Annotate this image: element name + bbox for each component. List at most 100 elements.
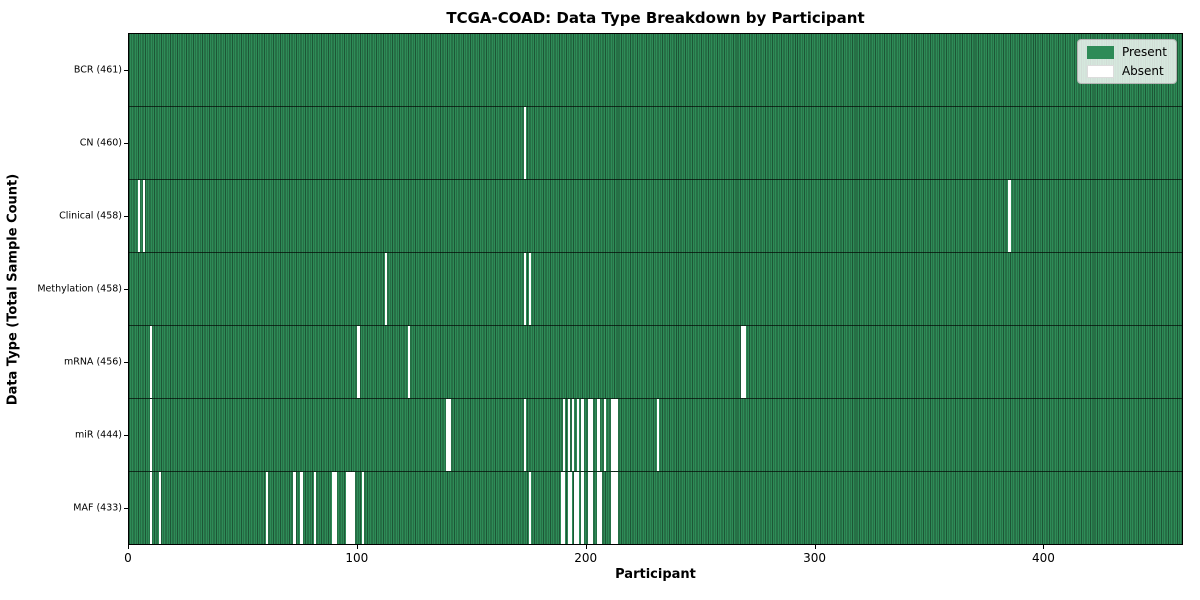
absent-stripe xyxy=(142,180,145,252)
absent-stripe xyxy=(407,326,410,398)
heatmap-row-mir xyxy=(129,399,1182,472)
absent-stripe xyxy=(528,253,531,325)
absent-stripe xyxy=(138,180,141,252)
xtick-label: 300 xyxy=(803,551,826,565)
absent-stripe xyxy=(615,399,618,471)
heatmap-row-maf xyxy=(129,472,1182,544)
legend: Present Absent xyxy=(1076,39,1177,84)
absent-stripe xyxy=(610,472,614,544)
ytick-mark xyxy=(124,69,128,71)
absent-stripe xyxy=(1008,180,1011,252)
absent-stripe xyxy=(149,326,152,398)
absent-stripe xyxy=(576,399,579,471)
ytick-label-mrna: mRNA (456) xyxy=(63,356,122,368)
absent-stripe xyxy=(590,399,593,471)
heatmap-row-cn xyxy=(129,107,1182,180)
ytick-mark xyxy=(124,362,128,364)
ytick-label-clinical: Clinical (458) xyxy=(59,210,122,222)
legend-item-absent: Absent xyxy=(1086,64,1167,78)
xtick-label: 100 xyxy=(345,551,369,565)
legend-absent-label: Absent xyxy=(1121,64,1164,78)
absent-stripe xyxy=(597,399,600,471)
absent-stripe xyxy=(384,253,388,325)
xtick-mark xyxy=(585,545,587,549)
xtick-mark xyxy=(1043,545,1045,549)
absent-stripe xyxy=(615,472,618,544)
plot-area: Present Absent xyxy=(128,33,1183,545)
xtick-mark xyxy=(128,545,129,549)
chart-title: TCGA-COAD: Data Type Breakdown by Partic… xyxy=(446,9,865,27)
absent-stripe xyxy=(345,472,349,544)
absent-stripe xyxy=(588,399,591,471)
absent-stripe xyxy=(599,472,602,544)
absent-stripe xyxy=(149,472,152,544)
ytick-label-cn: CN (460) xyxy=(79,137,122,149)
absent-stripe xyxy=(348,472,351,544)
absent-stripe xyxy=(588,472,591,544)
absent-stripe xyxy=(569,472,573,544)
absent-stripe xyxy=(562,399,566,471)
absent-stripe xyxy=(524,253,527,325)
legend-present-label: Present xyxy=(1121,45,1167,59)
absent-stripe xyxy=(656,399,659,471)
absent-stripe xyxy=(446,399,449,471)
xtick-label: 0 xyxy=(124,551,132,565)
heatmap-row-clinical xyxy=(129,180,1182,253)
ytick-mark xyxy=(124,289,128,290)
absent-stripe xyxy=(448,399,452,471)
absent-stripe xyxy=(743,326,746,398)
absent-stripe xyxy=(314,472,317,544)
absent-stripe xyxy=(524,399,527,471)
absent-stripe xyxy=(332,472,335,544)
absent-stripe xyxy=(350,472,353,544)
ytick-mark xyxy=(124,508,128,510)
legend-item-present: Present xyxy=(1086,45,1167,59)
absent-stripe xyxy=(149,399,152,471)
heatmap-row-mrna xyxy=(129,326,1182,399)
absent-stripe xyxy=(352,472,356,544)
absent-stripe xyxy=(581,472,584,544)
ytick-mark xyxy=(124,435,128,437)
xtick-label: 200 xyxy=(574,551,598,565)
absent-stripe xyxy=(361,472,365,544)
present-swatch-icon xyxy=(1086,45,1114,59)
absent-stripe xyxy=(590,472,593,544)
ytick-mark xyxy=(124,215,128,217)
absent-stripe xyxy=(741,326,744,398)
absent-stripe xyxy=(597,472,600,544)
heatmap-row-bcr xyxy=(129,34,1182,107)
ytick-mark xyxy=(124,142,128,144)
absent-stripe xyxy=(357,326,360,398)
absent-swatch-icon xyxy=(1086,64,1114,78)
heatmap-row-methylation xyxy=(129,253,1182,326)
absent-stripe xyxy=(528,472,531,544)
absent-stripe xyxy=(293,472,296,544)
absent-stripe xyxy=(562,472,566,544)
y-axis-label: Data Type (Total Sample Count) xyxy=(5,173,21,406)
ytick-label-maf: MAF (433) xyxy=(73,502,122,514)
absent-stripe xyxy=(613,399,616,471)
ytick-label-bcr: BCR (461) xyxy=(73,64,122,76)
absent-stripe xyxy=(604,399,607,471)
xtick-mark xyxy=(356,545,358,549)
absent-stripe xyxy=(524,107,527,179)
absent-stripe xyxy=(610,399,614,471)
xtick-label: 400 xyxy=(1031,551,1055,565)
absent-stripe xyxy=(158,472,161,544)
absent-stripe xyxy=(574,472,577,544)
absent-stripe xyxy=(576,472,579,544)
absent-stripe xyxy=(567,472,570,544)
absent-stripe xyxy=(613,472,616,544)
absent-stripe xyxy=(300,472,303,544)
absent-stripe xyxy=(572,399,575,471)
ytick-label-methylation: Methylation (458) xyxy=(37,283,122,295)
xtick-mark xyxy=(814,545,816,549)
ytick-label-mir: miR (444) xyxy=(74,429,122,441)
absent-stripe xyxy=(581,399,584,471)
absent-stripe xyxy=(567,399,570,471)
absent-stripe xyxy=(334,472,337,544)
x-axis-label: Participant xyxy=(615,567,696,582)
absent-stripe xyxy=(560,472,563,544)
absent-stripe xyxy=(266,472,269,544)
